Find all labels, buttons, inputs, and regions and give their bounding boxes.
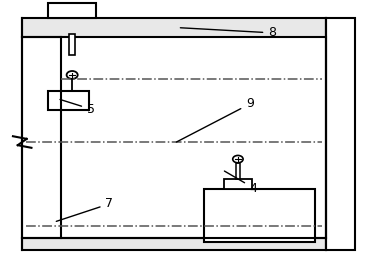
Bar: [22, 18, 326, 37]
Text: 5: 5: [60, 99, 95, 116]
Text: 7: 7: [56, 197, 114, 221]
Text: 9: 9: [176, 97, 254, 142]
Bar: [48, 3, 96, 18]
Bar: [48, 91, 89, 110]
Text: 4: 4: [224, 171, 258, 195]
Bar: [22, 238, 326, 250]
Bar: [326, 18, 355, 250]
Bar: [69, 34, 75, 55]
Bar: [236, 163, 240, 179]
Text: 8: 8: [181, 26, 276, 39]
Bar: [224, 179, 252, 189]
Bar: [204, 189, 314, 242]
